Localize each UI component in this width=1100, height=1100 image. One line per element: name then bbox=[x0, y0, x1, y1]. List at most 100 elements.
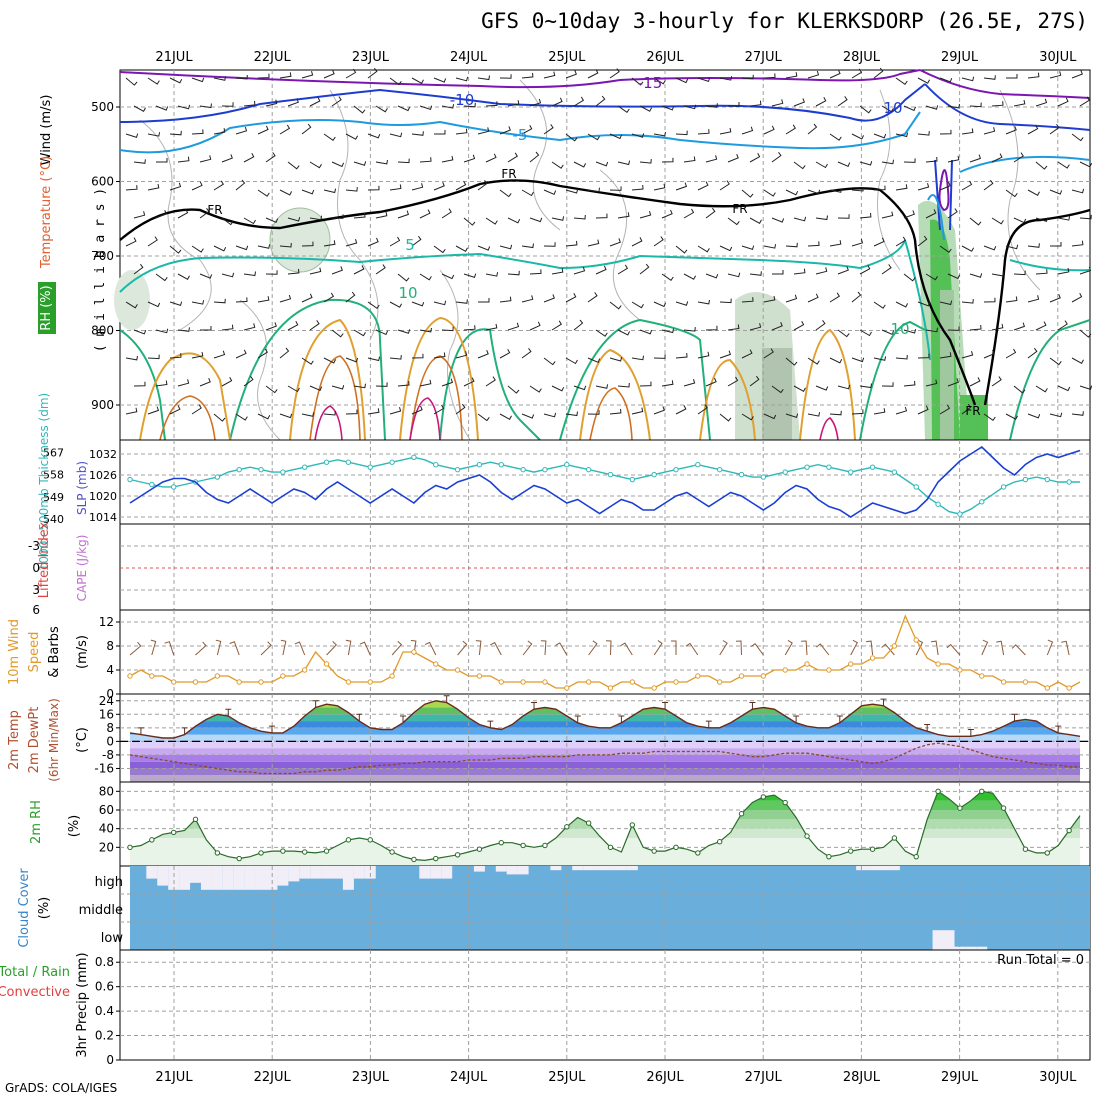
wind-speed-line-point bbox=[1000, 679, 1007, 685]
wind-barb bbox=[1057, 97, 1069, 107]
thickness-line-point bbox=[1022, 476, 1029, 483]
surface-wind-barb bbox=[475, 640, 482, 656]
wind-speed-line-point bbox=[280, 673, 286, 679]
wind-barb bbox=[235, 245, 249, 251]
y-tick-label: -16 bbox=[94, 761, 114, 775]
wind-barb bbox=[389, 407, 402, 415]
wind-barb bbox=[279, 124, 291, 135]
wind-barb bbox=[749, 323, 762, 331]
wind-barb bbox=[961, 245, 975, 252]
wind-barb bbox=[411, 183, 424, 191]
wind-barb bbox=[661, 273, 674, 281]
high-cloud-bar bbox=[299, 866, 311, 879]
min-max-whisker bbox=[924, 723, 931, 732]
wind-barb bbox=[309, 97, 321, 107]
wind-tick-labels: 12 8 4 0 bbox=[99, 615, 120, 701]
wind-barb bbox=[221, 102, 234, 107]
rh-contour bbox=[329, 89, 379, 341]
wind-barb bbox=[287, 217, 301, 222]
wind-barb bbox=[257, 125, 269, 135]
wind-barb bbox=[617, 382, 630, 388]
wind-barb bbox=[829, 357, 843, 364]
high-cloud-bar bbox=[594, 866, 606, 871]
min-max-whisker bbox=[443, 695, 450, 703]
wind-barb bbox=[1027, 347, 1038, 359]
wind-barb bbox=[829, 133, 842, 141]
wind-barb bbox=[301, 189, 315, 195]
wind-barb bbox=[551, 97, 563, 107]
bottom-day-label: 22JUL bbox=[254, 1070, 292, 1085]
wind-barb bbox=[991, 101, 1004, 107]
high-cloud-bar bbox=[200, 866, 212, 890]
wind-barb bbox=[1005, 413, 1019, 420]
rh-line-point bbox=[411, 856, 417, 863]
pressure-tick-labels: 500 600 700 800 900 bbox=[91, 100, 120, 412]
contour-label: FR bbox=[207, 203, 222, 217]
wind-barb bbox=[221, 217, 234, 226]
wind-barb bbox=[1005, 189, 1018, 198]
wind-barb bbox=[1035, 217, 1049, 223]
wind-barb bbox=[455, 351, 468, 359]
wind-barb bbox=[433, 182, 445, 191]
high-cloud-bar bbox=[517, 866, 529, 875]
wind-barb bbox=[947, 378, 959, 387]
wind-barb bbox=[639, 263, 650, 275]
wind-barb bbox=[191, 129, 204, 135]
wind-barb bbox=[807, 123, 818, 135]
temperature-contour bbox=[119, 69, 1091, 99]
wind-speed-line-point bbox=[979, 673, 985, 679]
wind-barb bbox=[983, 179, 994, 191]
wind-barb bbox=[353, 212, 366, 219]
wind-speed-line-point bbox=[607, 685, 614, 691]
wind-barb bbox=[565, 240, 578, 247]
high-cloud-bar bbox=[266, 866, 278, 890]
wind-barb bbox=[455, 76, 469, 82]
wind-barb bbox=[177, 327, 190, 332]
wind-barb bbox=[859, 265, 871, 275]
temp-ylabel-1: 2m Temp bbox=[7, 710, 22, 770]
wind-barb bbox=[727, 324, 740, 331]
wind-barb bbox=[265, 385, 278, 394]
wind-barb bbox=[323, 69, 335, 79]
wind-barb bbox=[771, 217, 785, 223]
wind-barb bbox=[727, 217, 740, 226]
high-cloud-bar bbox=[342, 866, 354, 890]
contour-label: 5 bbox=[405, 236, 415, 254]
precip-ylabel-3: 3hr Precip (mm) bbox=[75, 952, 90, 1057]
surface-wind-barb bbox=[605, 640, 612, 656]
wind-barb bbox=[411, 301, 425, 307]
top-day-label: 22JUL bbox=[254, 50, 292, 65]
high-cloud-bar bbox=[550, 866, 562, 871]
thickness-ylabel: 1000~500mb Thickness (dm) bbox=[37, 393, 51, 571]
wind-barb bbox=[851, 291, 862, 303]
wind-barb bbox=[983, 349, 995, 359]
surface-wind-barb bbox=[294, 641, 306, 656]
wind-barb bbox=[323, 240, 336, 247]
temperature-contour bbox=[119, 239, 1091, 361]
wind-barb bbox=[499, 348, 511, 359]
wind-barb bbox=[177, 379, 190, 387]
wind-barb bbox=[213, 413, 226, 422]
wind-barb bbox=[125, 185, 138, 191]
slp-tick-labels: 567 558 549 540 1032 1026 1020 1014 bbox=[43, 446, 117, 526]
wind-barb bbox=[983, 297, 996, 303]
wind-barb bbox=[345, 133, 359, 140]
wind-barb bbox=[411, 131, 424, 136]
wind-barb bbox=[587, 239, 600, 247]
wind-barb bbox=[807, 357, 820, 365]
wind-barb bbox=[639, 105, 653, 112]
surface-wind-barb bbox=[260, 641, 272, 656]
top-day-label: 23JUL bbox=[352, 50, 390, 65]
wind-barb bbox=[807, 70, 820, 79]
thickness-line-point bbox=[913, 484, 919, 490]
wind-barb bbox=[793, 385, 806, 392]
wind-barb bbox=[1027, 189, 1040, 196]
high-cloud-bar bbox=[615, 866, 627, 871]
surface-wind-barb bbox=[424, 641, 437, 656]
wind-barb bbox=[155, 380, 168, 387]
wind-barb bbox=[191, 404, 202, 415]
wind-barb bbox=[873, 301, 886, 309]
wind-barb bbox=[1057, 161, 1070, 169]
wind-barb bbox=[411, 77, 424, 84]
wind-barb bbox=[793, 98, 805, 107]
